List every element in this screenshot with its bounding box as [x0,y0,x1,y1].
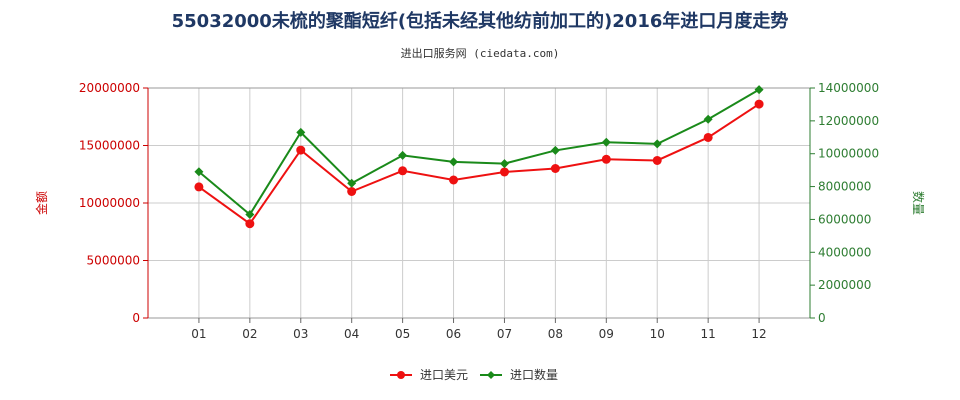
x-tick-label: 03 [293,327,308,341]
data-point [652,155,662,165]
x-tick-label: 07 [497,327,512,341]
data-point [499,159,509,169]
data-point [550,145,560,155]
x-tick-label: 09 [599,327,614,341]
x-tick-label: 06 [446,327,461,341]
data-point [245,219,255,229]
data-point [296,127,306,137]
right-tick-label: 4000000 [818,245,871,259]
left-tick-label: 5000000 [87,254,140,268]
data-point [754,85,764,95]
data-point [245,210,255,219]
left-axis: 0 5000000 10000000 15000000 20000000 [79,81,149,325]
right-axis: 0 2000000 4000000 6000000 8000000 10000000 120… [809,81,879,325]
right-tick-label: 12000000 [818,114,879,128]
x-tick-label: 12 [751,327,766,341]
data-point [652,139,662,149]
data-point [703,114,713,124]
chart-subtitle: 进出口服务网 (ciedata.com) [401,46,560,60]
left-tick-label: 20000000 [79,81,140,95]
x-axis: 01 02 03 04 05 06 07 08 09 10 11 12 [191,318,767,341]
data-point [499,167,509,177]
data-point [296,145,306,155]
legend-marker [487,371,495,379]
legend: 进口美元 进口数量 [390,367,558,382]
chart-title: 55032000未梳的聚酯短纤(包括未经其他纺前加工的)2016年进口月度走势 [172,10,789,32]
data-point [550,164,560,173]
data-point [754,99,764,109]
left-tick-label: 15000000 [79,139,140,153]
data-point [449,157,459,167]
x-tick-label: 04 [344,327,359,341]
data-point [194,182,204,192]
right-axis-label: 数量 [911,191,926,215]
series-line-2 [198,88,760,217]
x-tick-label: 08 [548,327,563,341]
right-tick-label: 14000000 [818,81,879,95]
right-tick-label: 8000000 [818,180,871,194]
series-line-1 [198,103,760,226]
x-tick-label: 01 [191,327,206,341]
series-layer [194,85,764,229]
right-tick-label: 6000000 [818,212,871,226]
x-tick-label: 05 [395,327,410,341]
data-point [601,154,611,164]
data-point [398,150,408,160]
legend-marker [397,371,405,379]
data-point [194,167,204,177]
data-point [449,175,459,185]
right-tick-label: 0 [818,311,826,325]
data-point [703,132,713,142]
grid [148,87,810,319]
data-point [601,137,611,147]
legend-label: 进口数量 [510,367,558,382]
x-tick-label: 02 [242,327,257,341]
x-tick-label: 10 [650,327,665,341]
left-tick-label: 10000000 [79,196,140,210]
right-tick-label: 10000000 [818,147,879,161]
left-axis-label: 金额 [34,191,49,215]
x-tick-label: 11 [701,327,716,341]
data-point [347,178,357,188]
legend-label: 进口美元 [420,368,468,382]
right-tick-label: 2000000 [818,278,871,292]
data-point [398,166,408,176]
left-tick-label: 0 [132,311,140,325]
data-point [347,187,357,196]
